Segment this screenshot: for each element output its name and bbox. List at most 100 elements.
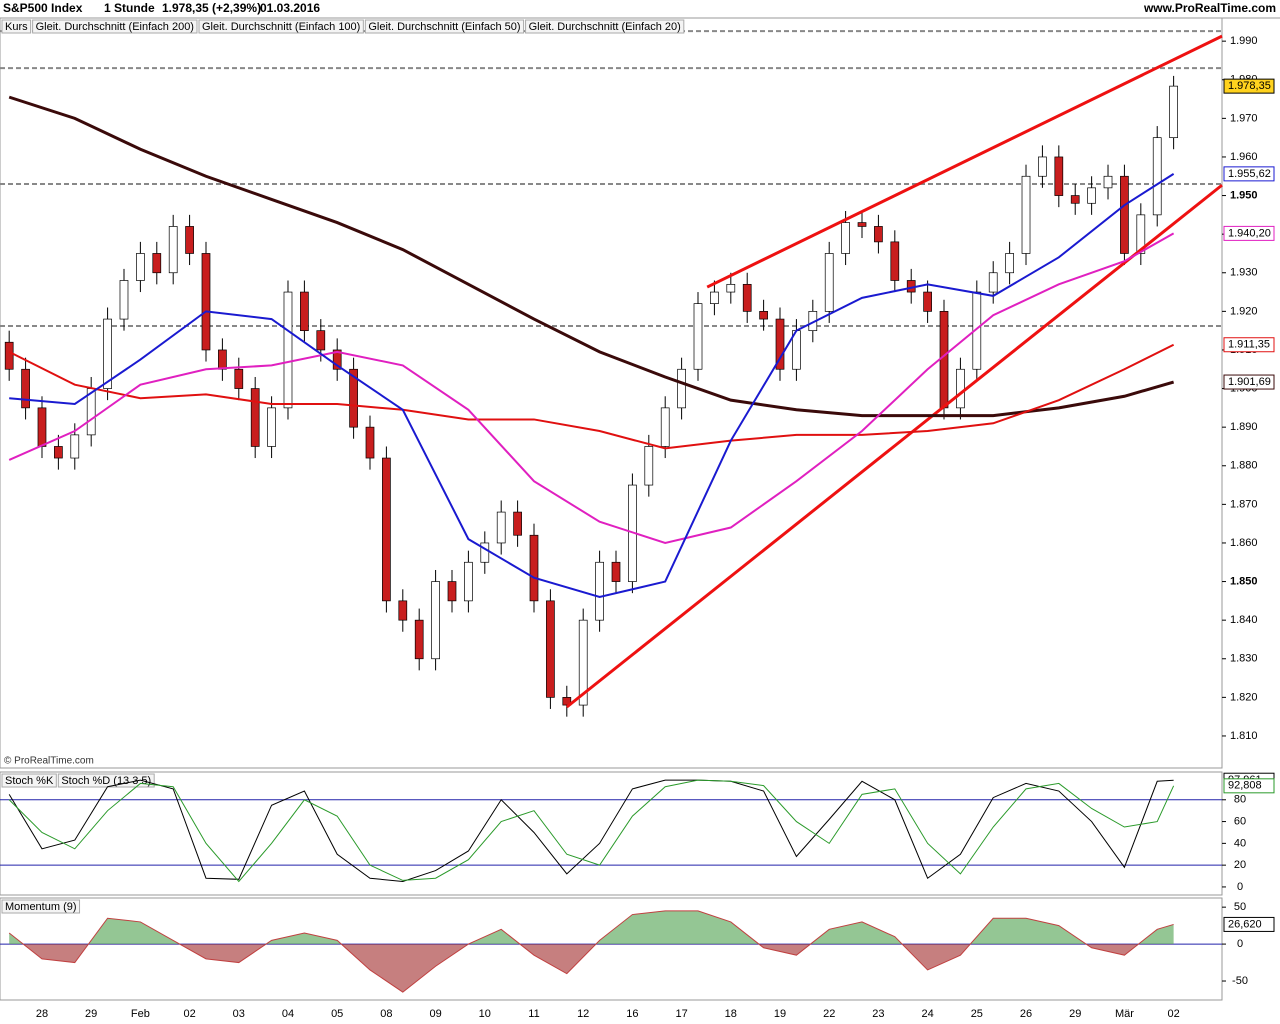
candle-body — [4, 341, 14, 370]
candle-body — [414, 619, 424, 660]
y-tick-label: 40 — [1234, 837, 1246, 849]
candle-body — [37, 407, 47, 447]
x-tick-label: 26 — [1020, 1008, 1032, 1020]
legend-item: Gleit. Durchschnitt (Einfach 50) — [368, 21, 520, 33]
x-tick-label: Feb — [131, 1008, 150, 1020]
value-label-box — [1223, 225, 1275, 241]
candle-body — [332, 349, 342, 370]
y-tick-label: 50 — [1234, 901, 1246, 913]
candle-body — [988, 272, 998, 293]
legend-item: Stoch %K — [5, 775, 54, 787]
watermark: © ProRealTime.com — [4, 756, 94, 767]
candle-body — [1038, 156, 1047, 177]
candle-body — [250, 388, 260, 447]
candle-body — [185, 226, 194, 254]
symbol: S&P500 Index — [3, 1, 83, 15]
y-tick-label: 1.970 — [1230, 112, 1258, 124]
candle-body — [939, 311, 949, 409]
y-tick-label: 1.950 — [1230, 189, 1258, 201]
candle-body — [611, 561, 621, 582]
candle-body — [398, 600, 408, 621]
legend-box — [32, 19, 198, 34]
candle-body — [447, 581, 457, 602]
candle-body — [1120, 175, 1129, 254]
candle-body — [1070, 195, 1080, 204]
candle-body — [218, 349, 227, 370]
candle-body — [923, 291, 932, 312]
candle-body — [824, 253, 834, 312]
moving-average — [8, 232, 1175, 544]
candle-body — [562, 697, 572, 706]
stoch-line — [8, 779, 1175, 883]
date: 01.03.2016 — [260, 1, 320, 15]
x-tick-label: 24 — [921, 1008, 933, 1020]
x-tick-label: 19 — [774, 1008, 786, 1020]
candle-body — [1054, 156, 1064, 196]
x-tick-label: 02 — [1167, 1008, 1179, 1020]
value-label: 26,620 — [1228, 918, 1262, 930]
momentum-fill-up — [9, 910, 1174, 944]
candle-body — [775, 318, 785, 370]
x-tick-label: 23 — [872, 1008, 884, 1020]
x-tick-label: 04 — [282, 1008, 294, 1020]
value-label-box — [1223, 916, 1275, 932]
y-tick-label: 0 — [1237, 881, 1243, 893]
x-tick-label: 03 — [233, 1008, 245, 1020]
y-tick-label: 20 — [1234, 859, 1246, 871]
y-tick-label: 1.990 — [1230, 35, 1258, 47]
candle-body — [759, 311, 768, 320]
candle-body — [857, 222, 867, 227]
y-tick-label: 0 — [1237, 938, 1243, 950]
y-tick-label: 1.810 — [1230, 730, 1258, 742]
candle-body — [431, 581, 440, 660]
candle-body — [168, 226, 178, 274]
y-tick-label: 1.840 — [1230, 614, 1258, 626]
value-label-box — [1223, 778, 1275, 794]
quote: 1.978,35 (+2,39%) — [162, 1, 261, 15]
candle-body — [1152, 137, 1162, 216]
candle-body — [152, 253, 162, 274]
legend-item: Kurs — [5, 21, 28, 33]
candle-body — [1021, 175, 1031, 254]
value-label-box — [1223, 166, 1275, 182]
legend-box — [364, 19, 525, 34]
candle-body — [21, 368, 30, 409]
stoch-panel — [0, 771, 1223, 896]
moving-average — [8, 95, 1175, 418]
value-label: 1.911,35 — [1228, 339, 1270, 351]
legend-item: Momentum (9) — [5, 901, 77, 913]
candle-body — [956, 368, 965, 409]
candle-body — [677, 368, 686, 409]
x-tick-label: 08 — [380, 1008, 392, 1020]
site[interactable]: www.ProRealTime.com — [1143, 1, 1276, 15]
candle-body — [513, 511, 522, 536]
x-tick-label: 12 — [577, 1008, 589, 1020]
value-label: 1.955,62 — [1228, 168, 1271, 180]
x-tick-label: 10 — [479, 1008, 491, 1020]
y-tick-label: 80 — [1234, 794, 1246, 806]
candle-body — [1169, 85, 1178, 139]
y-tick-label: 1.870 — [1230, 498, 1258, 510]
x-tick-label: 25 — [971, 1008, 983, 1020]
candle-body — [1136, 214, 1146, 254]
candle-body — [382, 457, 391, 602]
x-tick-label: 22 — [823, 1008, 835, 1020]
stoch-line — [8, 779, 1174, 882]
y-tick-label: 1.930 — [1230, 267, 1258, 279]
x-tick-label: 28 — [36, 1008, 48, 1020]
x-tick-label: 29 — [1069, 1008, 1081, 1020]
legend-box — [525, 19, 685, 34]
candle-body — [644, 446, 654, 486]
candle-body — [464, 561, 473, 602]
momentum-line — [8, 910, 1174, 993]
x-tick-label: 16 — [626, 1008, 638, 1020]
x-tick-label: 11 — [528, 1008, 539, 1020]
candle-body — [890, 241, 900, 281]
candle-body — [660, 407, 670, 447]
candle-body — [578, 619, 588, 706]
legend-item: Gleit. Durchschnitt (Einfach 20) — [529, 21, 681, 33]
x-tick-label: 29 — [85, 1008, 97, 1020]
candle-body — [546, 600, 555, 698]
candle-body — [742, 283, 752, 312]
